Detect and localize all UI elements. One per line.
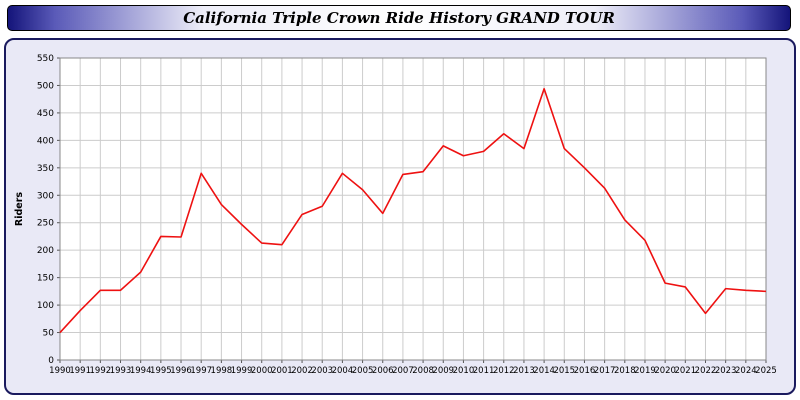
y-axis-label: Riders: [14, 192, 25, 227]
chart-title: California Triple Crown Ride History GRA…: [183, 9, 615, 27]
riders-line-chart: 0501001502002503003504004505005501990199…: [14, 54, 777, 376]
x-tick-label: 2012: [493, 366, 515, 376]
x-tick-label: 2010: [453, 366, 475, 376]
y-tick-label: 100: [37, 301, 54, 311]
x-tick-label: 1998: [211, 366, 233, 376]
plot-background: [60, 58, 766, 360]
y-tick-label: 150: [37, 274, 54, 284]
chart-panel: 0 50 100 150 200 250 300 350 400 450 500 550 1990 199…: [4, 38, 796, 395]
y-tick-label: 0: [48, 356, 54, 366]
x-tick-label: 2019: [634, 366, 656, 376]
x-tick-label: 1994: [130, 366, 152, 376]
x-tick-label: 2024: [735, 366, 757, 376]
title-bar: California Triple Crown Ride History GRA…: [7, 5, 791, 31]
y-tick-label: 550: [37, 54, 54, 64]
x-tick-label: 1991: [69, 366, 91, 376]
y-tick-label: 50: [43, 329, 55, 339]
x-tick-label: 2002: [291, 366, 313, 376]
x-tick-label: 2001: [271, 366, 293, 376]
x-tick-label: 1993: [110, 366, 132, 376]
x-tick-label: 2005: [352, 366, 374, 376]
x-tick-label: 2003: [311, 366, 333, 376]
chart-area: 0 50 100 150 200 250 300 350 400 450 500 550 1990 199…: [10, 46, 790, 392]
x-tick-label: 2018: [614, 366, 636, 376]
y-tick-label: 400: [37, 136, 54, 146]
y-tick-label: 500: [37, 81, 54, 91]
x-tick-label: 2006: [372, 366, 394, 376]
x-tick-label: 2000: [251, 366, 273, 376]
x-tick-label: 2008: [412, 366, 434, 376]
plot-border: [59, 57, 767, 361]
x-tick-label: 2016: [574, 366, 596, 376]
x-tick-label: 2014: [533, 366, 555, 376]
x-tick-label: 2025: [755, 366, 777, 376]
y-tick-label: 450: [37, 109, 54, 119]
x-tick-label: 1990: [49, 366, 71, 376]
y-tick-label: 250: [37, 219, 54, 229]
x-tick-label: 2009: [432, 366, 454, 376]
x-tick-label: 2015: [553, 366, 575, 376]
x-tick-label: 1997: [190, 366, 212, 376]
x-tick-label: 1995: [150, 366, 172, 376]
x-tick-label: 1996: [170, 366, 192, 376]
y-tick-label: 350: [37, 164, 54, 174]
x-tick-label: 2004: [332, 366, 354, 376]
y-tick-label: 200: [37, 246, 54, 256]
x-tick-label: 2022: [695, 366, 717, 376]
x-tick-label: 2007: [392, 366, 414, 376]
x-tick-label: 2017: [594, 366, 616, 376]
x-tick-label: 2013: [513, 366, 535, 376]
x-tick-label: 1992: [90, 366, 112, 376]
x-tick-label: 2011: [473, 366, 495, 376]
x-tick-label: 2023: [715, 366, 737, 376]
x-tick-label: 2021: [674, 366, 696, 376]
y-tick-label: 300: [37, 191, 54, 201]
riders-series-line: [59, 87, 767, 334]
x-tick-label: 2020: [654, 366, 676, 376]
x-tick-label: 1999: [231, 366, 253, 376]
